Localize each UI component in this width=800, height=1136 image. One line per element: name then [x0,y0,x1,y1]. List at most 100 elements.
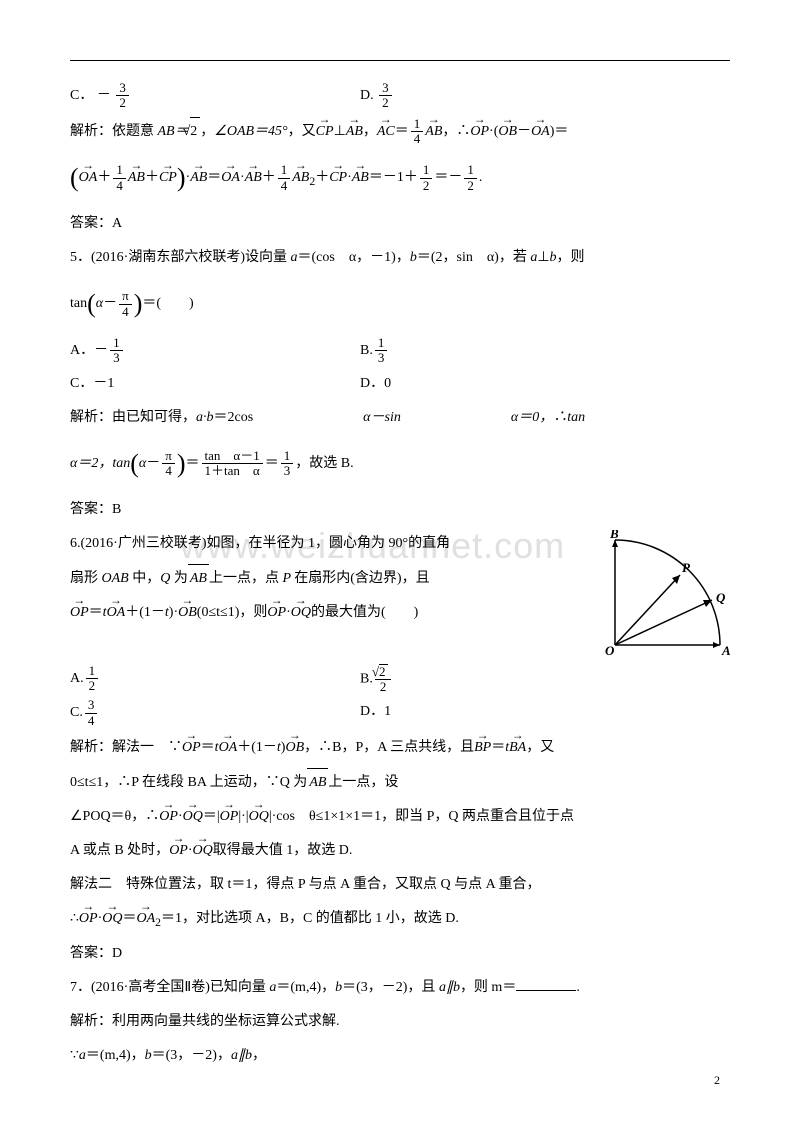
angle: ∠OAB＝45° [214,124,287,139]
opt-c-label: C． [70,88,93,103]
text: ∴ [70,911,79,926]
optB: B. [360,671,373,686]
a: a [291,250,298,265]
opt-d-label: D. [360,88,374,103]
text: ＝(cos α，－1)， [298,250,410,265]
text: 的最大值为( ) [311,605,418,620]
text: )· [169,605,178,620]
text: ＝2cos [214,410,254,425]
half2: 12 [464,163,477,193]
vec-oq4: OQ [193,837,213,865]
q5-answer: 答案：B [70,496,730,524]
eq: ＝ [434,170,448,185]
q5-tan-expr: tan(α－π4)＝( ) [70,278,730,330]
vec-op: OP [470,118,489,146]
optA: A. [70,671,84,686]
oab: OAB [102,571,133,586]
ab: a·b [196,410,214,425]
opt-c-neg: － [97,88,111,103]
b2: b [550,250,557,265]
vec-oq5: OQ [102,905,122,933]
eq: ＝( ) [142,296,193,311]
lparen: ( [87,289,96,318]
text: 0≤t≤1，∴P 在线段 BA 上运动，∵Q 为 [70,775,307,790]
third: 13 [281,449,294,479]
opt-d-frac: 32 [379,81,392,111]
text: ＝(m,4)， [86,1048,145,1063]
q5-options-ab: A．－13 B.13 [70,336,730,366]
q7-sol1: 解析：利用两向量共线的坐标运算公式求解. [70,1008,730,1036]
minus: － [517,124,531,139]
vec-ab3: AB [128,164,145,192]
frac: 13 [110,336,123,366]
half1: 12 [420,163,433,193]
vec-cp: CP [316,118,334,146]
b2: b [145,1048,152,1063]
blank [516,978,576,992]
eq: ＝ [89,605,103,620]
q5-sol-line1: 解析：由已知可得，a·b＝2cosα－sinα＝0，∴tan [70,404,730,432]
perp-sym: ⊥ [334,124,346,139]
label-A: A [721,643,730,658]
text: 上一点，设 [328,775,398,790]
frac: 13 [375,336,388,366]
page-number: 2 [714,1068,720,1092]
optB: B. [360,343,373,358]
quarter3: 14 [278,163,291,193]
frac: 12 [86,664,99,694]
optC: C．－1 [70,370,360,398]
vec-op: OP [70,599,89,627]
vec-ob: OB [498,118,517,146]
vec-oa: OA [107,599,126,627]
minus: － [146,456,160,471]
vec-op2: OP [267,599,286,627]
q7-sol2: ∵a＝(m,4)，b＝(3，－2)，a∥b， [70,1042,730,1070]
text: ∠POQ＝θ，∴ [70,809,159,824]
pi4b: π4 [162,449,175,479]
vec-cp2: CP [159,164,177,192]
text: ，∴B，P，A 三点共线，且 [304,740,474,755]
vec-op7: OP [79,905,98,933]
label-B: B [609,530,619,541]
vec-ab5: AB [245,164,262,192]
text: ＝(2，sin α)，若 [417,250,531,265]
b: b [410,250,417,265]
tan: tan [70,296,87,311]
vec-ob: OB [178,599,197,627]
text: ，则 m＝ [460,980,516,995]
text: α＝0，∴tan [511,410,585,425]
sector-diagram: O A B P Q [600,530,730,660]
par2: a∥b [231,1048,252,1063]
p: P [282,571,294,586]
text: 上一点，点 [209,571,283,586]
rparen: ) [177,449,186,478]
vec-oq3: OQ [249,803,269,831]
text: 取得最大值 1，故选 D. [213,843,353,858]
frac: 34 [85,698,98,728]
text: ＝(m,4)， [276,980,335,995]
arc-ab2: AB [307,768,328,797]
text: ∵ [70,1048,79,1063]
text: (0≤t≤1)，则 [197,605,268,620]
text: 7．(2016·高考全国Ⅱ卷)已知向量 [70,980,269,995]
optD: D．0 [360,370,730,398]
q6-sol-m2: 解法二 特殊位置法，取 t＝1，得点 P 与点 A 重合，又取点 Q 与点 A … [70,871,730,899]
plus: ＋ [97,170,111,185]
text: α＝2，tan [70,456,130,471]
vec-op3: OP [182,734,201,762]
text: 为 [174,571,188,586]
q6-answer: 答案：D [70,940,730,968]
vec-ba: BA [509,734,526,762]
vec-oa2: OA [219,734,238,762]
lparen: ( [130,449,139,478]
text: 5．(2016·湖南东部六校联考)设向量 [70,250,291,265]
vec-oa: OA [531,118,550,146]
neg: － [448,170,462,185]
vec-ac: AC [377,118,395,146]
text: α－sin [363,410,401,425]
text: |·| [238,809,248,824]
vec-oa3: OA [221,164,240,192]
vec-cp3: CP [329,164,347,192]
text: 扇形 [70,571,102,586]
optC: C. [70,705,83,720]
